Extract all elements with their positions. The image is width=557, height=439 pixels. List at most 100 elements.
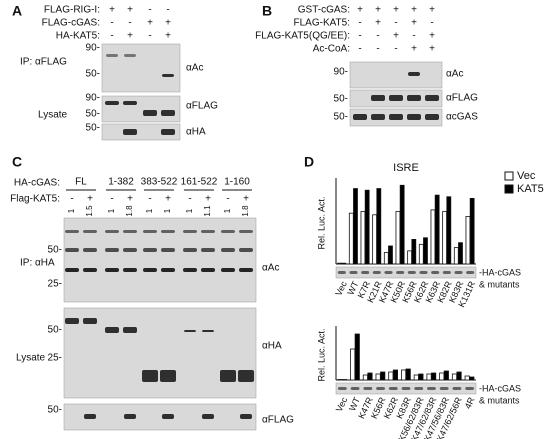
bar [469, 197, 475, 265]
sign: + [357, 5, 363, 16]
band [105, 230, 119, 233]
band [376, 387, 385, 390]
chart-title: ISRE [393, 162, 419, 174]
sign: - [394, 44, 397, 55]
bar [399, 184, 405, 265]
band [238, 370, 254, 382]
bar [426, 373, 432, 381]
antibody-label: αAc [186, 63, 203, 74]
band [337, 387, 347, 390]
bar [434, 194, 440, 265]
band [65, 230, 79, 233]
bar [341, 262, 347, 265]
sign: + [165, 31, 171, 42]
x-tick-label: 4R [463, 395, 477, 410]
sign: - [128, 18, 131, 29]
bar [364, 189, 370, 265]
legend-label: Vec [517, 170, 536, 182]
bar [388, 245, 393, 265]
sign: + [375, 18, 381, 29]
band [161, 110, 175, 116]
bar [337, 262, 342, 265]
sign: - [394, 18, 397, 29]
bar [350, 348, 356, 381]
sign: + [429, 5, 435, 16]
band [466, 271, 475, 274]
band [425, 95, 439, 101]
bar [418, 243, 424, 265]
bar [413, 374, 419, 381]
band [221, 268, 235, 272]
blot [349, 61, 443, 89]
bar [388, 371, 394, 381]
bar [456, 371, 462, 381]
antibody-label: αFLAG [262, 415, 294, 426]
bar [380, 371, 386, 381]
band [425, 114, 439, 120]
blot [101, 95, 181, 123]
ip-label: IP: αHA [20, 258, 55, 269]
band [65, 268, 79, 272]
bar [401, 369, 407, 381]
bar [446, 196, 452, 265]
group-label: 161-522 [181, 177, 218, 188]
band [105, 101, 119, 105]
sign: + [165, 18, 171, 29]
band [388, 387, 398, 390]
band [371, 95, 385, 101]
band [201, 230, 215, 233]
band [240, 414, 252, 419]
mw-marker: 90- [86, 93, 100, 104]
panel-letter: A [12, 3, 22, 19]
band [414, 387, 424, 390]
band [465, 387, 475, 390]
band [419, 271, 428, 274]
blot-annotation: & mutants [479, 395, 520, 405]
ratio: 1 [145, 208, 154, 213]
bar [376, 188, 382, 265]
band [202, 330, 214, 332]
ratio: 1.8 [241, 205, 250, 217]
bar [430, 209, 436, 265]
sign: - [110, 31, 113, 42]
band [431, 271, 440, 274]
band [105, 327, 119, 333]
legend-swatch [504, 171, 514, 181]
group-label: 1-382 [108, 177, 134, 188]
mw-marker: 25- [48, 353, 62, 364]
row-label: Flag-KAT5: [10, 194, 60, 205]
band [143, 248, 157, 252]
sign: + [127, 194, 133, 205]
sign: - [358, 31, 361, 42]
sign: + [393, 31, 399, 42]
y-axis-label: Rel. Luc. Act. [316, 196, 326, 249]
sign: + [411, 5, 417, 16]
band [65, 248, 79, 252]
group-label: 383-522 [141, 177, 178, 188]
ratio: 1.8 [125, 205, 134, 217]
bar [392, 369, 399, 381]
band [143, 268, 157, 272]
sign: - [166, 5, 169, 16]
mw-marker: 90- [86, 43, 100, 54]
band [123, 230, 137, 233]
band [105, 268, 119, 272]
blot [101, 123, 181, 141]
band [239, 248, 253, 252]
band [427, 387, 436, 390]
bar [375, 373, 381, 381]
band [384, 271, 393, 274]
band [239, 268, 253, 272]
sign: - [110, 194, 113, 205]
y-axis-label: Rel. Luc. Act. [316, 328, 326, 381]
panel-letter: D [304, 154, 314, 170]
sign: - [376, 31, 379, 42]
bar [464, 375, 470, 381]
band [161, 230, 175, 233]
blot-annotation: -HA-cGAS [479, 267, 521, 277]
antibody-label: αHA [186, 127, 206, 138]
band [161, 248, 175, 252]
antibody-label: αcGAS [446, 112, 478, 123]
band [65, 318, 79, 324]
